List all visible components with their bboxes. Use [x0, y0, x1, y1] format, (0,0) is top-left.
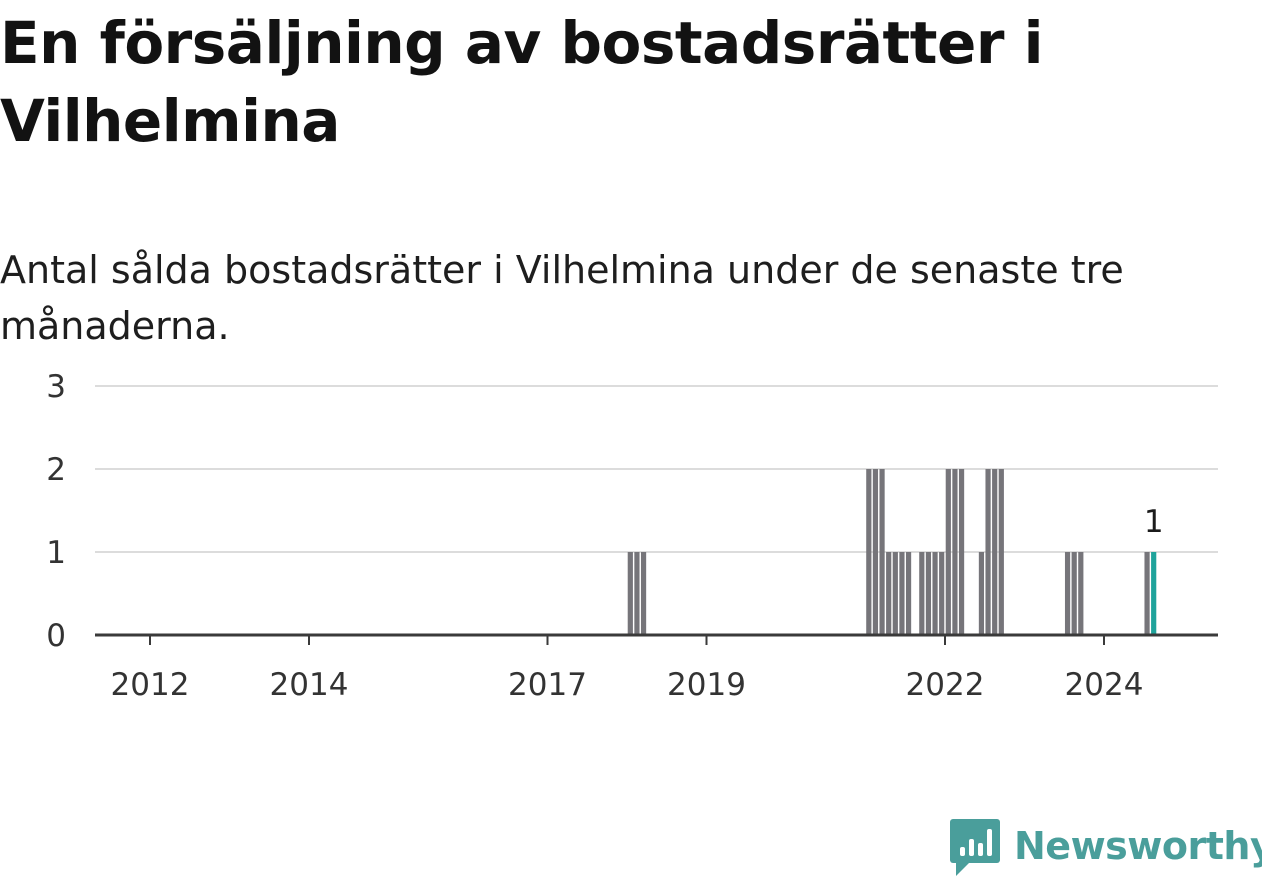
bar: [952, 469, 958, 635]
bar: [634, 552, 640, 635]
bar: [899, 552, 905, 635]
x-axis-ticks: 2012 2014 2017 2019 2022 2024: [111, 635, 1144, 703]
x-tick-label: 2019: [667, 667, 746, 703]
bar: [1144, 552, 1150, 635]
y-tick-label: 3: [46, 369, 66, 405]
bar: [886, 552, 892, 635]
bar: [1071, 552, 1077, 635]
y-tick-label: 2: [46, 452, 66, 488]
brand-name: Newsworthy: [1014, 824, 1262, 868]
bar: [992, 469, 998, 635]
bar-highlight: [1151, 552, 1157, 635]
gridlines: [95, 385, 1218, 553]
x-tick-label: 2024: [1065, 667, 1144, 703]
y-tick-label: 1: [46, 535, 66, 571]
y-axis-ticks: 0 1 2 3: [46, 369, 66, 654]
bar: [1064, 552, 1071, 635]
bar: [1078, 552, 1084, 635]
x-tick-label: 2022: [906, 667, 985, 703]
bar: [892, 552, 898, 635]
bar: [939, 552, 945, 635]
data-label: 1: [1144, 504, 1164, 540]
bar: [958, 469, 965, 635]
data-labels: 1: [1144, 504, 1164, 540]
bar: [985, 469, 991, 635]
bar: [866, 469, 872, 635]
bar: [925, 552, 932, 635]
bar: [872, 469, 879, 635]
brand-logo: Newsworthy: [950, 815, 1262, 877]
y-tick-label: 0: [46, 618, 66, 654]
x-tick-label: 2017: [508, 667, 587, 703]
newsworthy-logo-icon: [950, 819, 1000, 876]
bar: [879, 469, 885, 635]
bar: [978, 552, 985, 635]
bar: [640, 552, 647, 635]
x-tick-label: 2014: [270, 667, 349, 703]
x-tick-label: 2012: [111, 667, 190, 703]
bar: [932, 552, 938, 635]
bar: [905, 552, 912, 635]
bar: [998, 469, 1004, 635]
chart-subtitle: Antal sålda bostadsrätter i Vilhelmina u…: [0, 248, 1124, 348]
bar: [919, 552, 925, 635]
bar: [945, 469, 951, 635]
bar: [627, 552, 633, 635]
chart-title: En försäljning av bostadsrätter i Vilhel…: [0, 9, 1044, 155]
bar-chart: 0 1 2 3 1 2012 2014 2017 2019 2022 2024: [46, 369, 1218, 703]
bars: [627, 469, 1157, 635]
